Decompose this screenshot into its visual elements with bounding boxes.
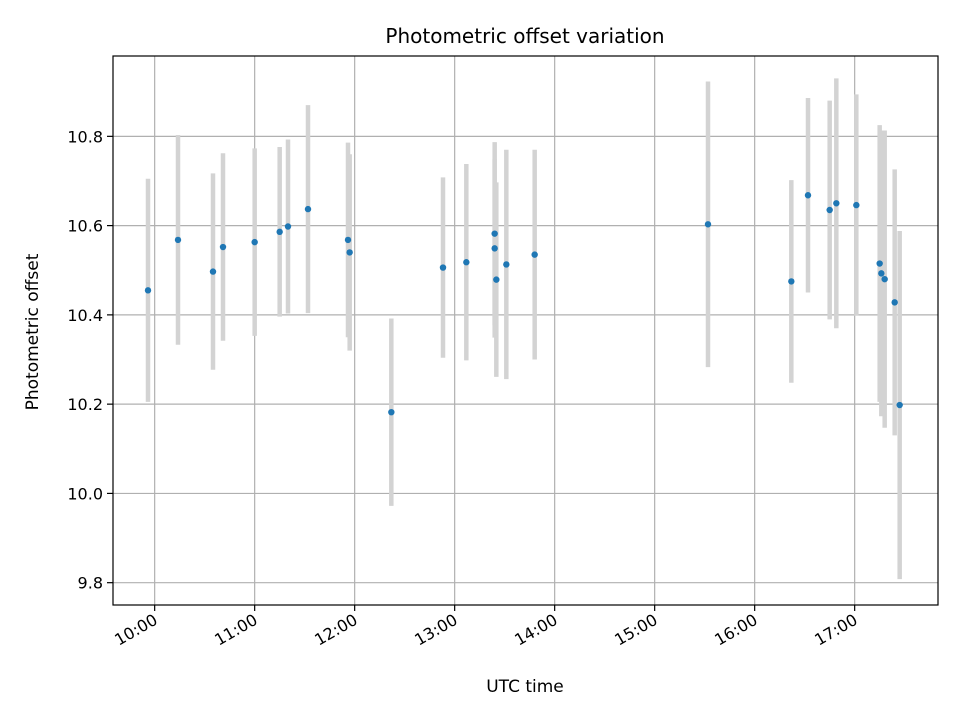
data-point — [284, 223, 292, 230]
data-point — [388, 408, 395, 416]
data-point — [531, 251, 538, 258]
data-point — [891, 299, 898, 306]
data-point — [881, 275, 888, 283]
y-tick-label: 9.8 — [78, 574, 103, 593]
data-point — [144, 287, 152, 294]
data-point — [896, 401, 903, 409]
y-axis-ticks: 9.8 10.0 10.2 10.4 10.6 10.8 — [67, 127, 113, 593]
data-point — [853, 201, 860, 209]
data-point — [251, 238, 258, 246]
data-point — [788, 278, 795, 285]
data-point — [704, 221, 712, 228]
data-point — [503, 261, 510, 268]
data-points — [144, 192, 903, 416]
chart-title: Photometric offset variation — [385, 24, 664, 48]
data-point — [833, 200, 840, 207]
grid — [113, 56, 938, 605]
data-point — [804, 192, 812, 199]
data-point — [174, 236, 182, 244]
y-tick-label: 10.0 — [67, 484, 103, 503]
data-point — [826, 206, 833, 214]
y-tick-label: 10.2 — [67, 395, 103, 414]
data-point — [219, 243, 227, 251]
data-point — [876, 260, 883, 267]
data-point — [491, 245, 498, 252]
y-tick-label: 10.4 — [67, 306, 103, 325]
data-point — [439, 264, 447, 271]
data-point — [344, 236, 352, 244]
y-tick-label: 10.6 — [67, 217, 103, 236]
y-tick-label: 10.8 — [67, 127, 103, 146]
data-point — [463, 259, 470, 266]
plot-frame — [112, 55, 939, 606]
data-point — [209, 268, 217, 275]
data-point — [491, 230, 498, 237]
data-point — [346, 249, 353, 256]
data-point — [276, 228, 283, 236]
data-point — [878, 270, 885, 277]
data-point — [304, 205, 312, 213]
y-axis-title: Photometric offset — [23, 253, 43, 410]
data-point — [493, 276, 500, 283]
x-axis-title: UTC time — [486, 677, 564, 697]
